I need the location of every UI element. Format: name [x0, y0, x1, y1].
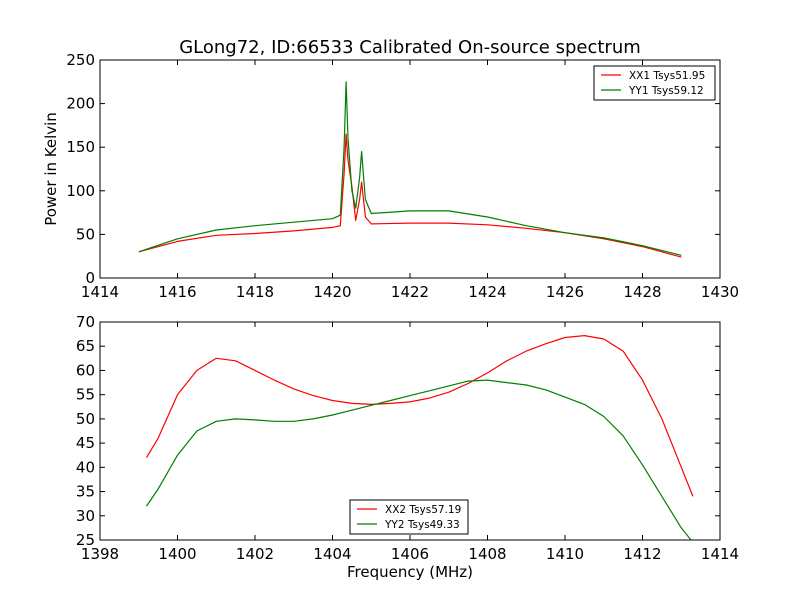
x-tick-label: 1404 [313, 545, 351, 563]
y-tick-label: 35 [76, 483, 95, 501]
x-tick-label: 1428 [623, 283, 661, 301]
y-tick-label: 70 [76, 313, 95, 331]
series-line-2 [146, 379, 692, 540]
x-axis-label: Frequency (MHz) [347, 563, 473, 581]
x-tick-label: 1426 [546, 283, 584, 301]
top-plot: 1414 1416 1418 1420 1422 1424 1426 1428 1430 0 50 1… [42, 51, 739, 301]
y-tick-label: 50 [76, 225, 95, 243]
y-tick-label: 55 [76, 386, 95, 404]
y-tick-label: 0 [85, 269, 95, 287]
legend: XX1 Tsys51.95 YY1 Tsys59.12 [593, 65, 716, 101]
y-tick-label: 50 [76, 410, 95, 428]
x-tick-label: 1412 [623, 545, 661, 563]
x-tick-label: 1420 [313, 283, 351, 301]
y-tick-label: 45 [76, 434, 95, 452]
y-tick-label: 100 [66, 182, 95, 200]
series-line-2 [138, 81, 682, 256]
x-tick-label: 1422 [391, 283, 429, 301]
x-tick-label: 1414 [81, 283, 119, 301]
legend-box [593, 65, 716, 101]
y-axis-label: Power in Kelvin [42, 112, 60, 226]
x-tick-label: 1416 [158, 283, 196, 301]
legend: XX2 Tsys57.19 YY2 Tsys49.33 [349, 499, 469, 535]
y-tick-label: 250 [66, 51, 95, 69]
x-tick-label: 1398 [81, 545, 119, 563]
legend-label: XX2 Tsys57.19 [385, 504, 461, 516]
y-tick-label: 30 [76, 507, 95, 525]
chart-title: GLong72, ID:66533 Calibrated On-source s… [179, 37, 641, 58]
x-tick-label: 1400 [158, 545, 196, 563]
x-tick-label: 1410 [546, 545, 584, 563]
x-tick-label: 1418 [236, 283, 274, 301]
x-tick-label: 1406 [391, 545, 429, 563]
y-tick-label: 25 [76, 531, 95, 549]
y-tick-label: 65 [76, 337, 95, 355]
x-tick-label: 1424 [468, 283, 506, 301]
legend-label: YY2 Tsys49.33 [384, 519, 460, 531]
x-tick-label: 1408 [468, 545, 506, 563]
bottom-plot: 1398 1400 1402 1404 1406 1408 1410 1412 1414 25 30… [76, 313, 739, 581]
y-tick-label: 60 [76, 361, 95, 379]
series-line-1 [138, 133, 682, 258]
legend-label: XX1 Tsys51.95 [629, 70, 705, 82]
series-line-1 [145, 335, 694, 497]
y-tick-label: 40 [76, 458, 95, 476]
x-tick-label: 1414 [701, 545, 739, 563]
legend-box [349, 499, 469, 535]
x-tick-label: 1430 [701, 283, 739, 301]
y-tick-label: 150 [66, 138, 95, 156]
x-tick-label: 1402 [236, 545, 274, 563]
y-tick-label: 200 [66, 95, 95, 113]
legend-label: YY1 Tsys59.12 [628, 85, 704, 97]
